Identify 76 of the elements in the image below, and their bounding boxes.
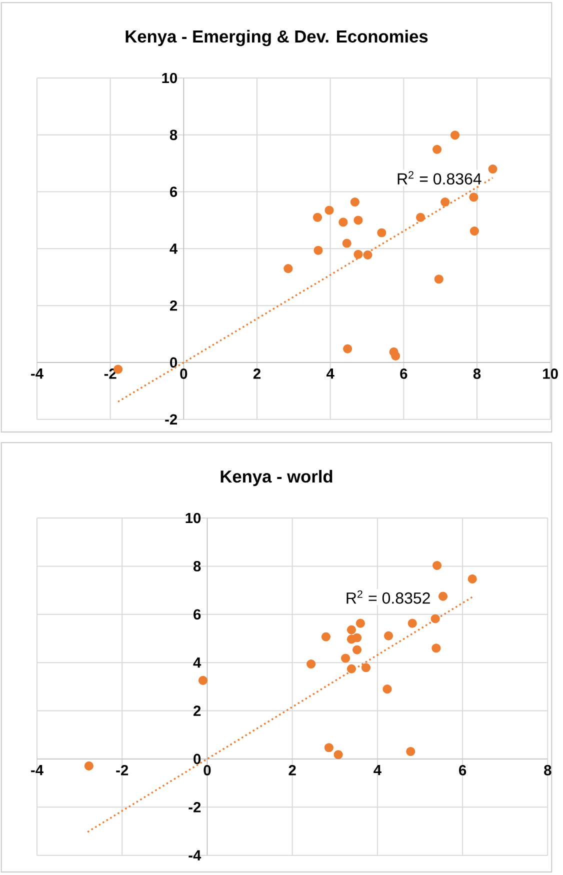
x-tick-label: -4 (31, 368, 44, 379)
point (434, 274, 444, 284)
point (440, 197, 450, 207)
chart-title: Kenya - Emerging & Dev. Economies (126, 30, 428, 46)
point (342, 238, 352, 248)
point (408, 618, 417, 628)
point (321, 632, 331, 642)
annotation: R$^{2}$ = 0.8352 (346, 590, 430, 604)
x-tick-label: -2 (116, 765, 128, 776)
point (198, 676, 208, 685)
point (468, 574, 477, 584)
y-tick-label: 4 (170, 244, 178, 254)
point (334, 750, 343, 760)
point (430, 614, 440, 624)
y-tick-label: -2 (165, 414, 178, 424)
point (384, 631, 394, 640)
point (338, 218, 348, 227)
point (432, 144, 442, 154)
y-tick-label: 0 (170, 357, 178, 368)
point (84, 761, 94, 770)
point (432, 644, 441, 653)
y-tick-label: 8 (194, 561, 201, 572)
point (416, 212, 426, 222)
x-tick-label: 10 (543, 368, 558, 379)
point (343, 344, 352, 354)
point (391, 351, 400, 360)
x-tick-label: 6 (459, 765, 466, 776)
y-tick-label: 0 (194, 754, 201, 764)
y-tick-label: 8 (170, 130, 178, 140)
point (469, 192, 478, 202)
point (361, 663, 371, 672)
y-tick-label: 6 (170, 186, 178, 197)
point (377, 228, 386, 238)
x-tick-label: 0 (180, 368, 188, 379)
point (432, 560, 442, 570)
y-tick-label: -4 (188, 850, 202, 860)
y-tick-label: 6 (194, 609, 201, 620)
point (354, 216, 363, 225)
x-tick-label: 2 (253, 368, 261, 379)
y-tick-label: 10 (162, 72, 178, 84)
point (346, 664, 356, 674)
x-tick-label: 8 (473, 368, 481, 379)
point (488, 164, 498, 174)
point (324, 743, 334, 752)
point (450, 130, 460, 140)
point (470, 226, 479, 236)
annotation: R$^{2}$ = 0.8364 (398, 171, 482, 185)
point (314, 246, 323, 255)
x-tick-label: 8 (544, 765, 552, 776)
x-tick-label: 0 (204, 765, 211, 776)
point (346, 625, 356, 634)
point (354, 250, 363, 259)
point (356, 618, 365, 628)
x-tick-label: 6 (400, 368, 408, 379)
point (406, 746, 416, 756)
point (324, 206, 334, 215)
x-tick-label: 2 (288, 765, 296, 776)
point (438, 592, 448, 601)
point (284, 264, 293, 274)
point (350, 197, 360, 207)
chart-title: Kenya - world (220, 470, 332, 486)
point (341, 654, 350, 663)
x-tick-label: 4 (374, 765, 382, 776)
y-tick-label: 4 (193, 658, 202, 668)
x-tick-label: -4 (31, 765, 44, 776)
point (306, 659, 316, 669)
y-tick-label: 2 (170, 300, 178, 311)
y-tick-label: 10 (186, 512, 201, 524)
point (363, 250, 372, 260)
x-tick-label: 4 (326, 368, 334, 379)
y-tick-label: -2 (188, 802, 201, 812)
point (312, 212, 322, 222)
point (352, 633, 362, 642)
point (382, 684, 392, 694)
y-tick-label: 2 (194, 706, 201, 716)
point (352, 645, 362, 654)
